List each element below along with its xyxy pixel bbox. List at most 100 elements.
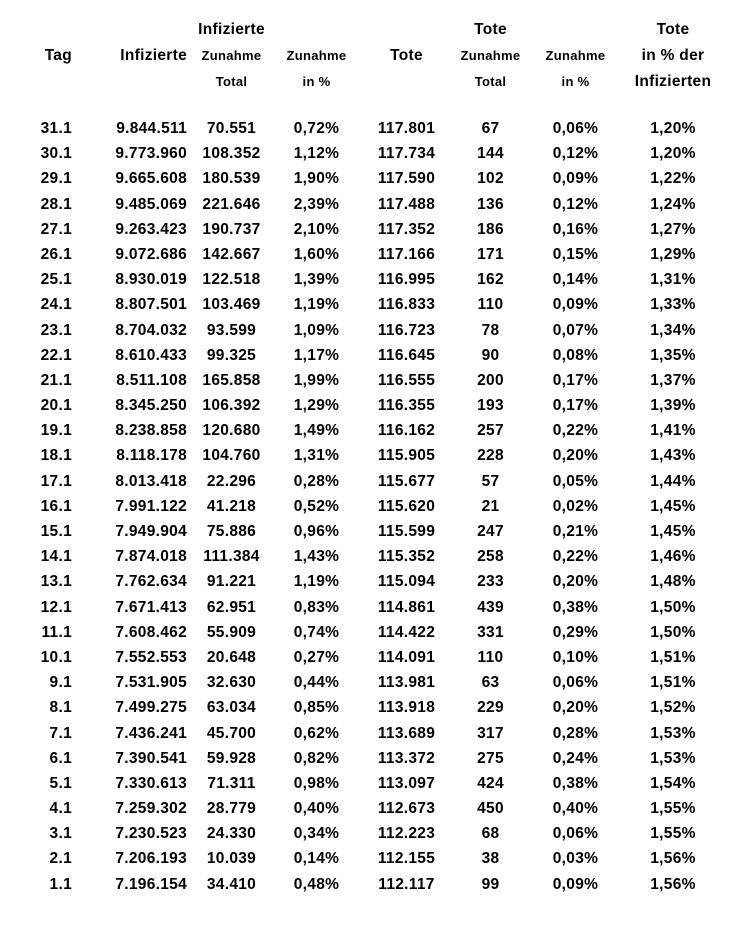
header-cell-tote-line3	[361, 69, 452, 95]
header-cell-infizierte-line2: Infizierte	[120, 47, 187, 64]
table-row: 5.1 7.330.613 71.311 0,98% 113.097 424 0,38% 1,…	[0, 771, 744, 796]
table-cell-tote-pct-der-infizierten: 1,39%	[650, 397, 696, 415]
table-row: 21.1 8.511.108 165.858 1,99% 116.555 200 0,17%…	[0, 368, 744, 393]
table-cell-infizierte-zunahme-pct: 0,74%	[293, 623, 340, 641]
table-cell-tag: 8.1	[49, 699, 72, 717]
table-cell-infizierte: 7.436.241	[115, 724, 187, 742]
table-cell-infizierte-zunahme-total: 55.909	[206, 623, 257, 641]
table-cell-tote: 114.091	[377, 648, 436, 666]
table-cell-tote: 116.995	[377, 271, 436, 289]
header-column-infizierte: Infizierte	[103, 17, 191, 95]
table-cell-infizierte: 8.704.032	[115, 321, 187, 339]
table-cell-tote-zunahme-total: 331	[477, 623, 504, 641]
table-cell-tag: 16.1	[40, 497, 72, 515]
table-cell-tote-zunahme-pct: 0,06%	[552, 120, 599, 137]
table-cell-infizierte-zunahme-pct: 0,44%	[293, 674, 340, 692]
table-cell-infizierte-zunahme-pct: 0,40%	[293, 800, 340, 818]
table-cell-infizierte-zunahme-total: 71.311	[207, 774, 256, 792]
table-row: 14.1 7.874.018 111.384 1,43% 115.352 258 0,22%…	[0, 544, 744, 569]
table-cell-tag: 14.1	[40, 548, 72, 566]
table-cell-tote: 113.981	[377, 674, 436, 692]
table-cell-infizierte-zunahme-pct: 1,19%	[293, 573, 340, 591]
table-cell-infizierte-zunahme-pct: 0,62%	[293, 724, 340, 742]
header-cell-tote-zunahme-pct-line1	[529, 17, 622, 43]
table-cell-infizierte-zunahme-total: 93.599	[206, 321, 257, 339]
table-cell-tote-zunahme-pct: 0,22%	[552, 548, 599, 566]
table-row: 12.1 7.671.413 62.951 0,83% 114.861 439 0,38% 1…	[0, 595, 744, 620]
table-cell-tote-pct-der-infizierten: 1,53%	[650, 724, 696, 742]
table-cell-tote-zunahme-total: 110	[477, 648, 504, 666]
table-cell-infizierte: 7.499.275	[115, 699, 187, 717]
table-cell-infizierte-zunahme-total: 24.330	[206, 825, 257, 843]
table-cell-infizierte-zunahme-total: 142.667	[202, 245, 261, 263]
table-cell-tote-pct-der-infizierten: 1,27%	[650, 220, 696, 238]
header-cell-tote-zunahme-total-line1: Tote	[474, 21, 507, 38]
table-cell-infizierte-zunahme-total: 111.384	[203, 548, 260, 566]
table-row: 15.1 7.949.904 75.886 0,96% 115.599 247 0,21% 1…	[0, 519, 744, 544]
table-cell-tote-pct-der-infizierten: 1,51%	[650, 674, 696, 692]
table-cell-infizierte: 7.259.302	[115, 800, 187, 818]
table-cell-infizierte-zunahme-total: 62.951	[206, 598, 257, 616]
table-cell-tote-pct-der-infizierten: 1,33%	[650, 296, 696, 314]
header-cell-tote-line1	[361, 17, 452, 43]
table-cell-tote-zunahme-total: 186	[477, 220, 504, 238]
table-cell-tag: 5.1	[49, 774, 72, 792]
table-cell-tote-zunahme-total: 200	[477, 371, 504, 389]
header-column-tote: Tote	[361, 17, 452, 95]
table-cell-tote: 117.734	[377, 145, 436, 163]
table-cell-tote-zunahme-total: 439	[477, 598, 504, 616]
table-row: 3.1 7.230.523 24.330 0,34% 112.223 68 0,06% 1,5…	[0, 821, 744, 846]
table-cell-infizierte-zunahme-total: 99.325	[206, 346, 257, 364]
table-cell-tote: 115.094	[377, 573, 436, 591]
header-cell-tag-line3	[0, 69, 103, 95]
table-cell-tag: 25.1	[40, 271, 72, 289]
table-cell-infizierte-zunahme-total: 120.680	[202, 422, 261, 440]
header-cell-infizierte-zunahme-total-line1: Infizierte	[198, 21, 265, 38]
table-cell-infizierte-zunahme-total: 41.218	[206, 497, 257, 515]
table-row: 24.1 8.807.501 103.469 1,19% 116.833 110 0,09%…	[0, 292, 744, 317]
table-cell-tote: 115.905	[377, 447, 436, 465]
table-body: 31.1 9.844.511 70.551 0,72% 117.801 67 0,06% 1,…	[0, 116, 744, 897]
table-cell-infizierte-zunahme-pct: 0,72%	[293, 120, 340, 137]
table-cell-infizierte-zunahme-total: 91.221	[206, 573, 257, 591]
table-cell-tote: 116.833	[377, 296, 436, 314]
table-cell-infizierte-zunahme-total: 165.858	[202, 371, 261, 389]
table-cell-tote-zunahme-total: 171	[477, 245, 504, 263]
table-row: 2.1 7.206.193 10.039 0,14% 112.155 38 0,03% 1,5…	[0, 846, 744, 871]
table-cell-tote-zunahme-pct: 0,09%	[552, 875, 599, 893]
table-cell-infizierte-zunahme-total: 180.539	[202, 170, 261, 188]
table-cell-tote-zunahme-pct: 0,07%	[552, 321, 599, 339]
table-cell-tote-pct-der-infizierten: 1,55%	[650, 800, 696, 818]
table-cell-tag: 9.1	[49, 674, 72, 692]
table-cell-tote: 113.689	[377, 724, 436, 742]
table-cell-infizierte-zunahme-total: 104.760	[202, 447, 261, 465]
table-cell-tote-zunahme-pct: 0,28%	[552, 724, 599, 742]
table-cell-tote-zunahme-total: 63	[481, 674, 500, 692]
table-cell-tag: 13.1	[40, 573, 72, 591]
table-cell-tote: 116.355	[377, 397, 436, 415]
table-row: 16.1 7.991.122 41.218 0,52% 115.620 21 0,02% 1,…	[0, 494, 744, 519]
table-cell-infizierte-zunahme-total: 75.886	[206, 523, 257, 540]
table-cell-tote-zunahme-pct: 0,38%	[552, 774, 599, 792]
table-cell-infizierte: 8.511.108	[116, 371, 187, 389]
table-cell-infizierte-zunahme-pct: 1,29%	[293, 397, 340, 415]
table-cell-infizierte: 9.072.686	[115, 245, 187, 263]
table-cell-tote: 117.488	[377, 195, 436, 213]
table-cell-tag: 28.1	[40, 195, 72, 213]
header-column-tote-zunahme-pct: Zunahme in %	[529, 17, 622, 95]
table-cell-infizierte-zunahme-pct: 0,98%	[293, 774, 340, 792]
table-cell-tag: 20.1	[40, 397, 72, 415]
table-cell-infizierte-zunahme-total: 22.296	[206, 472, 257, 490]
table-row: 1.1 7.196.154 34.410 0,48% 112.117 99 0,09% 1,5…	[0, 872, 744, 897]
table-cell-tote-zunahme-pct: 0,20%	[552, 447, 599, 465]
table-cell-tote-pct-der-infizierten: 1,51%	[650, 648, 696, 666]
table-cell-tote-pct-der-infizierten: 1,35%	[650, 346, 696, 364]
table-row: 8.1 7.499.275 63.034 0,85% 113.918 229 0,20% 1,…	[0, 695, 744, 720]
header-column-tote-zunahme-total: Tote Zunahme Total	[452, 17, 529, 95]
table-cell-infizierte-zunahme-total: 63.034	[206, 699, 257, 717]
table-cell-infizierte-zunahme-pct: 0,34%	[293, 825, 340, 843]
table-cell-tag: 10.1	[40, 648, 72, 666]
table-cell-tote: 112.223	[377, 825, 436, 843]
table-cell-tote-zunahme-total: 450	[477, 800, 504, 818]
